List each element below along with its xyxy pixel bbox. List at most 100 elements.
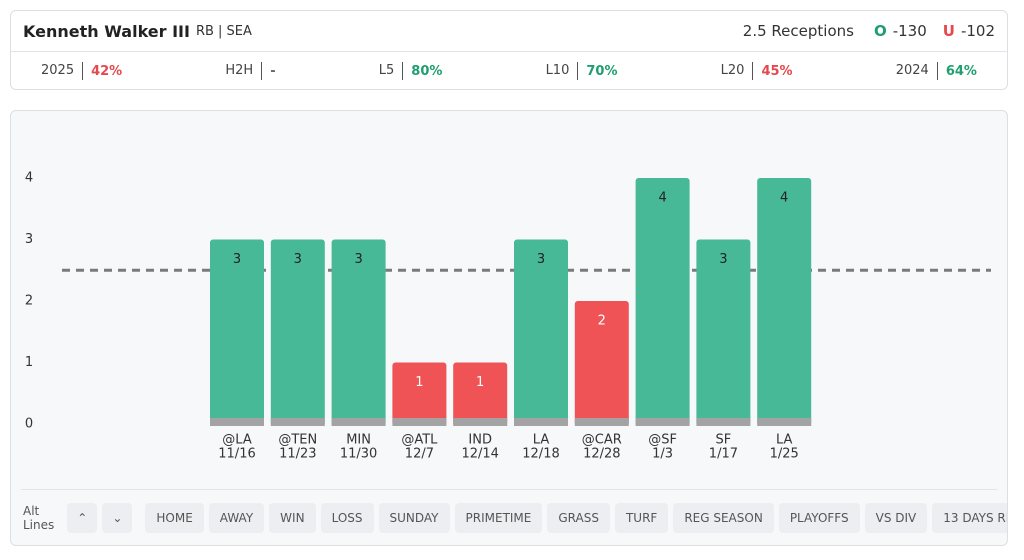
divider xyxy=(21,489,997,490)
x-tick-date: 1/25 xyxy=(770,447,799,462)
value-label: 2 xyxy=(598,314,606,329)
value-label: 3 xyxy=(233,252,241,267)
bar xyxy=(270,239,325,426)
value-label: 3 xyxy=(719,252,727,267)
filter-button[interactable]: TURF xyxy=(614,503,669,533)
filter-button[interactable]: HOME xyxy=(145,503,204,533)
x-tick-date: 1/17 xyxy=(709,447,738,462)
filter-button[interactable]: VS DIV xyxy=(864,503,928,533)
value-label: 3 xyxy=(354,252,362,267)
position-team: RB | SEA xyxy=(195,23,252,39)
stat: L10 70% xyxy=(546,62,618,80)
filter-row: Alt Lines ⌃ ⌄ HOME AWAY WIN LOSS SUNDAY PRIME… xyxy=(23,503,1007,533)
stat-label: L10 xyxy=(546,62,579,80)
stat-label: L20 xyxy=(721,62,754,80)
x-tick-date: 11/30 xyxy=(340,447,377,462)
x-tick-label: IND xyxy=(468,433,492,448)
filter-button[interactable]: WIN xyxy=(269,503,316,533)
x-tick-label: LA xyxy=(533,433,550,448)
header: Kenneth Walker III RB | SEA 2.5 Receptio… xyxy=(11,11,1007,52)
alt-line-up[interactable]: ⌃ xyxy=(67,503,98,533)
stat-label: 2025 xyxy=(41,62,84,80)
market-name: 2.5 Receptions xyxy=(742,22,854,40)
bar-base xyxy=(210,418,264,426)
value-label: 1 xyxy=(476,375,484,390)
alt-line-down[interactable]: ⌄ xyxy=(102,503,133,533)
bar xyxy=(635,178,690,426)
bar-base xyxy=(696,418,751,426)
stat: H2H - xyxy=(225,62,276,80)
stat: 2024 64% xyxy=(896,62,977,80)
y-tick-label: 1 xyxy=(25,355,33,370)
filter-button[interactable]: LOSS xyxy=(320,503,374,533)
x-tick-date: 12/7 xyxy=(405,447,434,462)
value-label: 1 xyxy=(415,375,423,390)
value-label: 4 xyxy=(780,191,788,206)
x-tick-date: 12/28 xyxy=(583,447,620,462)
x-tick-label: LA xyxy=(776,433,793,448)
bar-base xyxy=(392,418,447,426)
over-odds: -130 xyxy=(892,22,927,40)
prop-card: Kenneth Walker III RB | SEA 2.5 Receptio… xyxy=(10,10,1008,90)
x-tick-label: @LA xyxy=(222,433,252,448)
market: 2.5 Receptions O -130 U -102 xyxy=(743,22,995,40)
bar xyxy=(757,178,812,426)
value-label: 3 xyxy=(537,252,545,267)
stat-label: 2024 xyxy=(896,62,938,80)
stat-value: - xyxy=(270,63,276,79)
chart: 012343@LA11/163@TEN11/233MIN11/301@ATL12… xyxy=(25,171,991,462)
value-label: 3 xyxy=(294,252,302,267)
filter-button[interactable]: SUNDAY xyxy=(378,503,450,533)
filter-button[interactable]: PLAYOFFS xyxy=(778,503,860,533)
stat: 2025 42% xyxy=(41,62,122,80)
under-odds: -102 xyxy=(960,22,995,40)
bar-base xyxy=(757,418,812,426)
stat: L20 45% xyxy=(721,62,793,80)
bar-base xyxy=(514,418,568,426)
x-tick-date: 11/23 xyxy=(279,447,316,462)
x-tick-label: MIN xyxy=(346,433,371,448)
bar xyxy=(392,362,447,426)
bar-base xyxy=(574,418,629,426)
filter-button[interactable]: REG SEASON xyxy=(673,503,774,533)
bar xyxy=(331,239,386,426)
x-tick-date: 12/18 xyxy=(522,447,559,462)
bar xyxy=(574,301,629,426)
y-tick-label: 3 xyxy=(25,232,33,247)
stats-row: 2025 42% H2H - L5 80% L10 70% L20 45% 2024 64% xyxy=(41,52,977,90)
filter-button[interactable]: GRASS xyxy=(547,503,610,533)
stat-value: 80% xyxy=(411,63,443,79)
x-tick-date: 12/14 xyxy=(461,447,498,462)
bar-base xyxy=(270,418,325,426)
filter-button[interactable]: PRIMETIME xyxy=(454,503,543,533)
stat-value: 64% xyxy=(945,63,977,79)
filter-button[interactable]: 13 DAYS REST xyxy=(932,503,1007,533)
y-tick-label: 4 xyxy=(25,171,33,186)
filter-button[interactable]: AWAY xyxy=(208,503,265,533)
x-tick-date: 1/3 xyxy=(652,447,673,462)
x-tick-label: @SF xyxy=(648,433,677,448)
bar-base xyxy=(635,418,690,426)
bar xyxy=(696,239,751,426)
value-label: 4 xyxy=(658,191,666,206)
bar xyxy=(210,239,264,426)
bar xyxy=(514,239,568,426)
stat-label: H2H xyxy=(225,62,263,80)
y-tick-label: 2 xyxy=(25,294,33,309)
bar xyxy=(453,362,508,426)
stat-value: 70% xyxy=(586,63,618,79)
x-tick-label: @TEN xyxy=(278,433,317,448)
stat-value: 45% xyxy=(761,63,793,79)
x-tick-date: 11/16 xyxy=(218,447,255,462)
player-name: Kenneth Walker III xyxy=(23,21,190,41)
x-tick-label: SF xyxy=(716,433,732,448)
stat-label: L5 xyxy=(379,62,404,80)
over-label: O xyxy=(873,22,887,40)
y-tick-label: 0 xyxy=(25,417,33,432)
bar-base xyxy=(331,418,386,426)
x-tick-label: @ATL xyxy=(401,433,438,448)
bar-base xyxy=(453,418,508,426)
stat-value: 42% xyxy=(91,63,123,79)
under-label: U xyxy=(942,22,955,40)
